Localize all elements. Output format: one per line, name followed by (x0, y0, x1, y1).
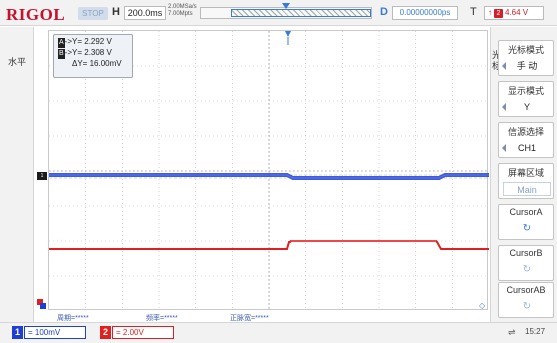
period-measurement[interactable]: 周期=***** (57, 315, 89, 322)
cursor-menu-tab[interactable]: 光标 (492, 50, 502, 71)
trigger-time-marker-icon (285, 31, 291, 37)
menu-cursor-ab[interactable]: CursorAB ↻ (498, 282, 554, 318)
brand-logo: RIGOL (6, 5, 66, 24)
delay-label: D (380, 6, 388, 18)
chevron-left-icon (502, 103, 506, 111)
trigger-label: T (470, 6, 477, 18)
menu-source-select[interactable]: 信源选择 CH1 (498, 122, 554, 158)
trigger-edge-icon: ↑ (488, 8, 492, 17)
memory-waveform (231, 10, 371, 16)
menu-cursor-a[interactable]: CursorA ↻ (498, 204, 554, 240)
run-stop-status[interactable]: STOP (78, 7, 108, 20)
horizontal-label: H (112, 6, 120, 18)
horizontal-delay-value[interactable]: 0.00000000ps (392, 6, 458, 20)
frequency-measurement[interactable]: 频率=***** (146, 315, 178, 322)
menu-cursor-b[interactable]: CursorB ↻ (498, 245, 554, 281)
memory-view-window (231, 9, 371, 17)
ch1-scale[interactable]: = 100mV (24, 326, 86, 339)
trigger-setting[interactable]: ↑ 2 4.64 V (484, 6, 544, 20)
horizontal-tab[interactable]: 水平 (8, 57, 27, 67)
rotate-knob-icon: ↻ (522, 264, 532, 275)
ch2-scale[interactable]: = 2.00V (112, 326, 174, 339)
rotate-knob-icon: ↻ (522, 223, 532, 234)
usb-icon: ⇌ (508, 327, 516, 337)
cursor-readout-panel: A->Y= 2.292 V B->Y= 2.308 V ΔY= 16.00mV (53, 34, 133, 78)
clock: 15:27 (525, 327, 546, 336)
sample-rate-info: 2.00MSa/s 7.00Mpts (168, 4, 197, 18)
ch1-badge[interactable]: 1 (12, 326, 23, 339)
ch1-ground-marker[interactable]: 1 (37, 172, 47, 180)
pulse-width-measurement[interactable]: 正脉宽=***** (230, 315, 269, 322)
cursor-a-tag: A (58, 38, 65, 48)
menu-screen-region[interactable]: 屏幕区域 Main (498, 163, 554, 199)
cursor-b-tag: B (58, 49, 65, 59)
left-panel: 水平 (0, 27, 34, 322)
ch2-badge[interactable]: 2 (100, 326, 111, 339)
trigger-source-badge: 2 (494, 9, 503, 18)
trigger-level-value: 4.64 V (505, 8, 529, 17)
chevron-left-icon (502, 62, 506, 70)
cursor-a-readout: A->Y= 2.292 V (58, 37, 112, 48)
chevron-left-icon (502, 144, 506, 152)
sample-rate: 2.00MSa/s (168, 4, 197, 10)
menu-cursor-mode[interactable]: 光标模式 手 动 (498, 40, 554, 76)
trigger-position-marker (282, 3, 290, 9)
memory-depth: 7.00Mpts (168, 11, 193, 17)
menu-display-mode[interactable]: 显示模式 Y (498, 81, 554, 117)
timebase-value[interactable]: 200.0ms (124, 6, 166, 20)
cursor-delta-readout: ΔY= 16.00mV (72, 59, 122, 68)
ch2-trigger-marker-icon[interactable] (37, 299, 47, 309)
rotate-knob-icon: ↻ (522, 301, 532, 312)
cursor-b-readout: B->Y= 2.308 V (58, 48, 112, 59)
status-bar: RIGOL STOP H 200.0ms 2.00MSa/s 7.00Mpts … (0, 0, 557, 26)
waveform-grid: ◇ (49, 31, 489, 311)
svg-text:◇: ◇ (479, 301, 486, 310)
